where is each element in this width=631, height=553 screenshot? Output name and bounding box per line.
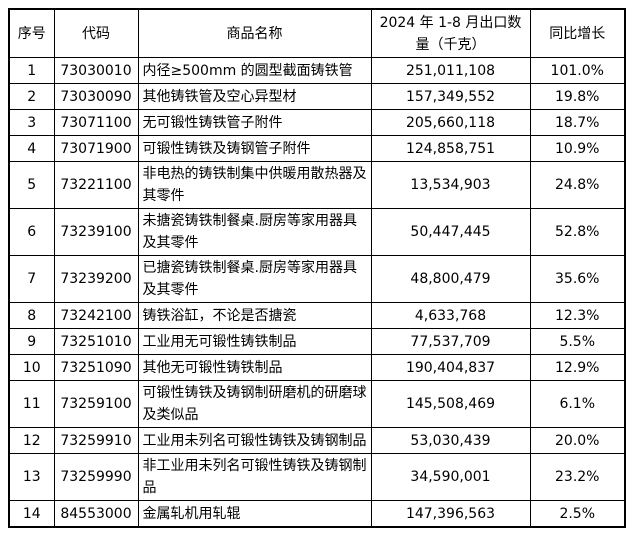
- cell-product-name: 铸铁浴缸，不论是否搪瓷: [137, 302, 372, 329]
- table-row: 6 73239100 未搪瓷铸铁制餐桌.厨房等家用器具及其零件 50,447,4…: [8, 208, 626, 256]
- cell-yoy-growth: 5.5%: [529, 328, 626, 355]
- cell-quantity: 124,858,751: [370, 135, 531, 162]
- cell-quantity: 53,030,439: [370, 427, 531, 454]
- cell-product-name: 非工业用未列名可锻性铸铁及铸钢制品: [137, 453, 372, 501]
- cell-quantity: 34,590,001: [370, 453, 531, 501]
- header-yoy-growth: 同比增长: [529, 8, 626, 58]
- cell-serial: 8: [8, 302, 55, 329]
- cell-serial: 13: [8, 453, 55, 501]
- cell-yoy-growth: 12.9%: [529, 354, 626, 381]
- cell-code: 73251090: [53, 354, 139, 381]
- header-serial: 序号: [8, 8, 55, 58]
- header-code: 代码: [53, 8, 139, 58]
- cell-yoy-growth: 2.5%: [529, 500, 626, 528]
- cell-serial: 7: [8, 255, 55, 303]
- table-row: 14 84553000 金属轧机用轧辊 147,396,563 2.5%: [8, 500, 626, 528]
- table-row: 4 73071900 可锻性铸铁及铸钢管子附件 124,858,751 10.9…: [8, 135, 626, 162]
- cell-yoy-growth: 52.8%: [529, 208, 626, 256]
- cell-product-name: 无可锻性铸铁管子附件: [137, 109, 372, 136]
- cell-code: 73239100: [53, 208, 139, 256]
- table-row: 5 73221100 非电热的铸铁制集中供暖用散热器及其零件 13,534,90…: [8, 161, 626, 209]
- table-row: 10 73251090 其他无可锻性铸铁制品 190,404,837 12.9%: [8, 354, 626, 381]
- cell-quantity: 205,660,118: [370, 109, 531, 136]
- cell-serial: 11: [8, 380, 55, 428]
- cell-yoy-growth: 35.6%: [529, 255, 626, 303]
- cell-serial: 4: [8, 135, 55, 162]
- cell-product-name: 可锻性铸铁及铸钢制研磨机的研磨球及类似品: [137, 380, 372, 428]
- cell-yoy-growth: 6.1%: [529, 380, 626, 428]
- cell-code: 73259990: [53, 453, 139, 501]
- header-quantity: 2024 年 1-8 月出口数量（千克）: [370, 8, 531, 58]
- table-header-row: 序号 代码 商品名称 2024 年 1-8 月出口数量（千克） 同比增长: [8, 8, 626, 58]
- cell-code: 73071900: [53, 135, 139, 162]
- header-product-name: 商品名称: [137, 8, 372, 58]
- cell-product-name: 工业用未列名可锻性铸铁及铸钢制品: [137, 427, 372, 454]
- cell-code: 73251010: [53, 328, 139, 355]
- cell-code: 73221100: [53, 161, 139, 209]
- cell-product-name: 已搪瓷铸铁制餐桌.厨房等家用器具及其零件: [137, 255, 372, 303]
- cell-product-name: 金属轧机用轧辊: [137, 500, 372, 528]
- cell-serial: 9: [8, 328, 55, 355]
- cell-quantity: 147,396,563: [370, 500, 531, 528]
- cell-quantity: 157,349,552: [370, 83, 531, 110]
- table-row: 12 73259910 工业用未列名可锻性铸铁及铸钢制品 53,030,439 …: [8, 427, 626, 454]
- cell-product-name: 工业用无可锻性铸铁制品: [137, 328, 372, 355]
- cell-serial: 6: [8, 208, 55, 256]
- export-data-table: 序号 代码 商品名称 2024 年 1-8 月出口数量（千克） 同比增长 1 7…: [8, 8, 626, 528]
- table-row: 3 73071100 无可锻性铸铁管子附件 205,660,118 18.7%: [8, 109, 626, 136]
- cell-product-name: 其他铸铁管及空心异型材: [137, 83, 372, 110]
- cell-quantity: 48,800,479: [370, 255, 531, 303]
- cell-code: 73030010: [53, 57, 139, 84]
- cell-yoy-growth: 10.9%: [529, 135, 626, 162]
- cell-code: 73242100: [53, 302, 139, 329]
- cell-product-name: 内径≥500mm 的圆型截面铸铁管: [137, 57, 372, 84]
- table-row: 11 73259100 可锻性铸铁及铸钢制研磨机的研磨球及类似品 145,508…: [8, 380, 626, 428]
- cell-quantity: 77,537,709: [370, 328, 531, 355]
- table-body: 1 73030010 内径≥500mm 的圆型截面铸铁管 251,011,108…: [8, 57, 626, 528]
- cell-quantity: 251,011,108: [370, 57, 531, 84]
- cell-yoy-growth: 18.7%: [529, 109, 626, 136]
- cell-serial: 3: [8, 109, 55, 136]
- cell-serial: 5: [8, 161, 55, 209]
- cell-serial: 10: [8, 354, 55, 381]
- cell-quantity: 190,404,837: [370, 354, 531, 381]
- cell-code: 73259100: [53, 380, 139, 428]
- table-row: 8 73242100 铸铁浴缸，不论是否搪瓷 4,633,768 12.3%: [8, 302, 626, 329]
- cell-code: 73071100: [53, 109, 139, 136]
- table-row: 1 73030010 内径≥500mm 的圆型截面铸铁管 251,011,108…: [8, 57, 626, 84]
- cell-quantity: 13,534,903: [370, 161, 531, 209]
- cell-product-name: 可锻性铸铁及铸钢管子附件: [137, 135, 372, 162]
- cell-serial: 1: [8, 57, 55, 84]
- cell-quantity: 50,447,445: [370, 208, 531, 256]
- cell-yoy-growth: 23.2%: [529, 453, 626, 501]
- cell-code: 73239200: [53, 255, 139, 303]
- cell-code: 73030090: [53, 83, 139, 110]
- cell-yoy-growth: 20.0%: [529, 427, 626, 454]
- cell-yoy-growth: 19.8%: [529, 83, 626, 110]
- cell-code: 84553000: [53, 500, 139, 528]
- table-row: 13 73259990 非工业用未列名可锻性铸铁及铸钢制品 34,590,001…: [8, 453, 626, 501]
- table-row: 7 73239200 已搪瓷铸铁制餐桌.厨房等家用器具及其零件 48,800,4…: [8, 255, 626, 303]
- cell-serial: 2: [8, 83, 55, 110]
- cell-code: 73259910: [53, 427, 139, 454]
- cell-product-name: 非电热的铸铁制集中供暖用散热器及其零件: [137, 161, 372, 209]
- cell-product-name: 其他无可锻性铸铁制品: [137, 354, 372, 381]
- cell-product-name: 未搪瓷铸铁制餐桌.厨房等家用器具及其零件: [137, 208, 372, 256]
- cell-serial: 12: [8, 427, 55, 454]
- cell-quantity: 145,508,469: [370, 380, 531, 428]
- table-row: 9 73251010 工业用无可锻性铸铁制品 77,537,709 5.5%: [8, 328, 626, 355]
- cell-serial: 14: [8, 500, 55, 528]
- cell-yoy-growth: 101.0%: [529, 57, 626, 84]
- table-row: 2 73030090 其他铸铁管及空心异型材 157,349,552 19.8%: [8, 83, 626, 110]
- cell-yoy-growth: 12.3%: [529, 302, 626, 329]
- cell-yoy-growth: 24.8%: [529, 161, 626, 209]
- cell-quantity: 4,633,768: [370, 302, 531, 329]
